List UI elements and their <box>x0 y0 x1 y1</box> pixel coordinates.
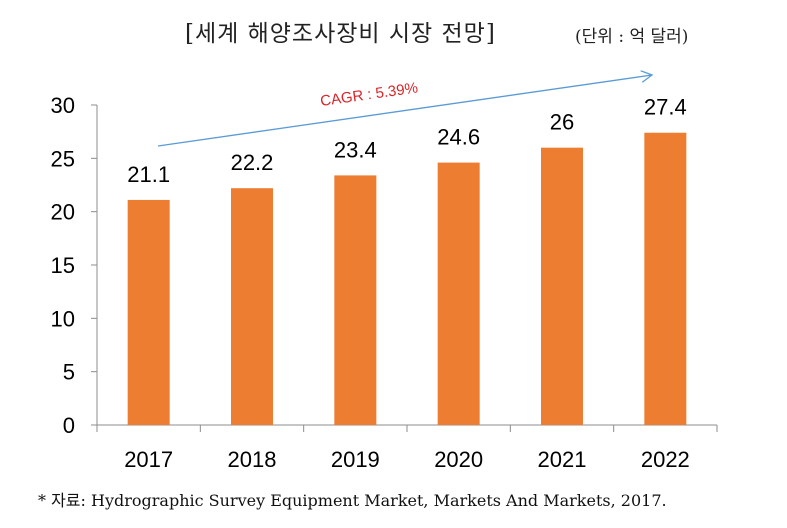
x-tick-label: 2018 <box>228 447 277 472</box>
cagr-annotation: CAGR : 5.39% <box>319 79 419 110</box>
x-tick-label: 2021 <box>538 447 587 472</box>
y-tick-label: 5 <box>63 360 75 385</box>
bar-2018 <box>231 188 273 425</box>
x-tick-label: 2017 <box>124 447 173 472</box>
y-tick-label: 20 <box>51 200 75 225</box>
data-label: 24.6 <box>437 125 480 150</box>
x-axis: 2017 2018 2019 2020 2021 2022 <box>96 424 718 472</box>
bar-2019 <box>334 175 377 425</box>
x-tick-label: 2020 <box>434 447 483 472</box>
data-label: 26 <box>550 110 574 135</box>
y-tick-label: 25 <box>51 146 75 171</box>
bar-2017 <box>127 199 170 425</box>
bar-2021 <box>541 147 583 425</box>
y-tick-label: 30 <box>51 93 75 118</box>
y-tick-label: 0 <box>63 413 75 438</box>
y-tick-label: 10 <box>51 306 75 331</box>
unit-label: (단위 : 억 달러) <box>575 27 689 47</box>
x-tick-label: 2019 <box>331 447 380 472</box>
cagr-arrow <box>157 75 652 147</box>
source-note: * 자료: Hydrographic Survey Equipment Mark… <box>38 491 667 510</box>
bars <box>127 132 687 425</box>
data-labels: 21.1 22.2 23.4 24.6 26 27.4 <box>127 95 686 187</box>
data-label: 23.4 <box>334 137 377 162</box>
bar-2022 <box>644 132 687 425</box>
bar-2020 <box>437 162 480 425</box>
data-label: 27.4 <box>644 95 687 120</box>
x-tick-label: 2022 <box>641 447 690 472</box>
y-tick-label: 15 <box>51 253 75 278</box>
chart-title: [세계 해양조사장비 시장 전망] <box>185 21 496 47</box>
y-axis: 0 5 10 15 20 25 30 <box>51 93 98 438</box>
data-label: 21.1 <box>127 162 170 187</box>
data-label: 22.2 <box>231 150 274 175</box>
